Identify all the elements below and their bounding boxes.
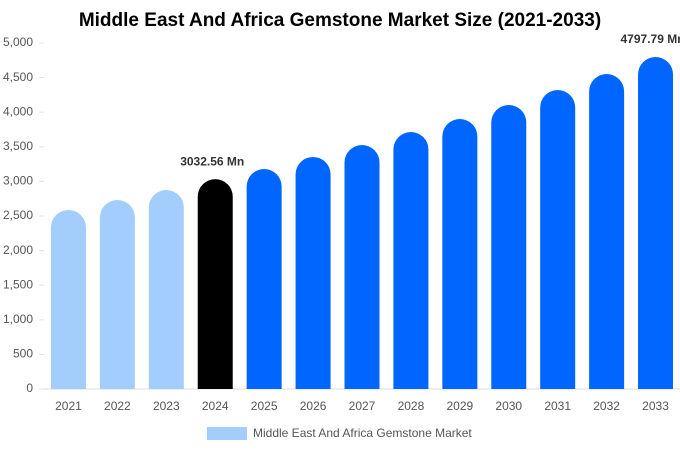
x-tick-label: 2030 [495, 399, 522, 413]
x-tick-label: 2023 [153, 399, 180, 413]
bar [393, 131, 429, 389]
value-label: 3032.56 Mn [180, 154, 244, 168]
bar [246, 169, 282, 389]
x-tick-label: 2031 [544, 399, 571, 413]
bar [50, 209, 86, 389]
x-tick-label: 2027 [349, 399, 376, 413]
x-tick-label: 2025 [251, 399, 278, 413]
y-tick-label: 3,000 [3, 174, 33, 188]
bar [589, 74, 625, 390]
legend-label: Middle East And Africa Gemstone Market [253, 426, 472, 440]
y-tick-label: 3,500 [3, 139, 33, 153]
x-tick-label: 2026 [300, 399, 327, 413]
x-tick-label: 2022 [104, 399, 131, 413]
y-tick-label: 4,500 [3, 70, 33, 84]
x-tick-label: 2029 [446, 399, 473, 413]
x-tick-label: 2021 [55, 399, 82, 413]
bar [99, 200, 135, 389]
bar [491, 105, 527, 389]
x-tick-label: 2032 [593, 399, 620, 413]
bar [197, 179, 233, 389]
y-tick-label: 1,000 [3, 312, 33, 326]
x-tick-label: 2028 [398, 399, 425, 413]
y-tick-label: 0 [26, 381, 33, 395]
bar [442, 118, 478, 389]
value-label: 4797.79 Mn [621, 32, 680, 46]
x-tick-label: 2024 [202, 399, 229, 413]
bar [295, 156, 331, 389]
y-tick-label: 2,500 [3, 208, 33, 222]
bar [344, 145, 380, 389]
y-tick-label: 5,000 [3, 35, 33, 49]
chart-title: Middle East And Africa Gemstone Market S… [79, 10, 601, 31]
bar [540, 89, 576, 389]
x-tick-label: 2033 [642, 399, 669, 413]
y-tick-label: 500 [13, 347, 33, 361]
y-tick-label: 1,500 [3, 277, 33, 291]
bar [638, 56, 674, 390]
legend-swatch [207, 427, 247, 440]
y-tick-label: 4,000 [3, 104, 33, 118]
y-tick-label: 2,000 [3, 243, 33, 257]
bar [148, 189, 184, 389]
